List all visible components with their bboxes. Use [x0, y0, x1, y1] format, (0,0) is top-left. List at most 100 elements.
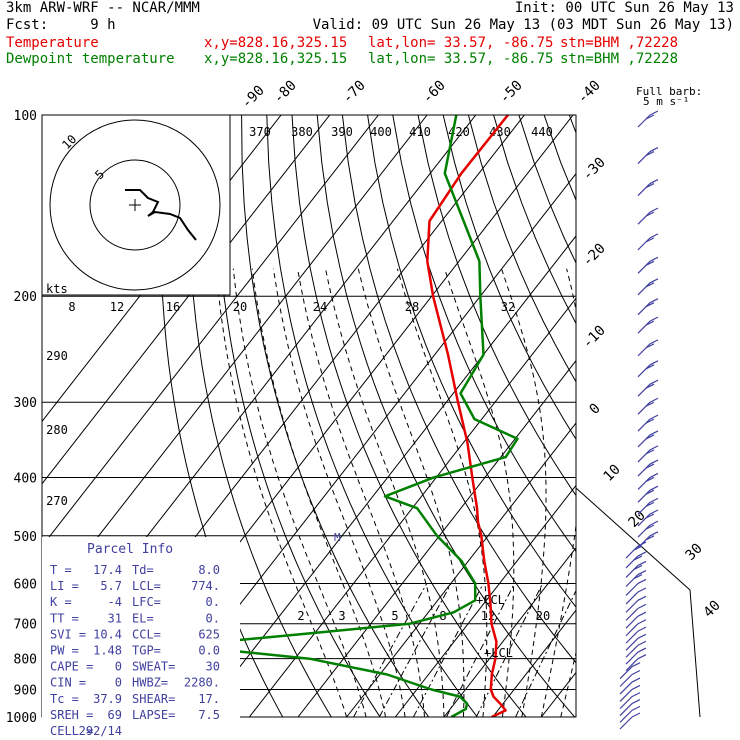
wind-barb	[637, 449, 651, 463]
parcel-key: LCL=	[132, 579, 161, 593]
wind-barb-flag	[633, 545, 643, 551]
wind-barb-flag	[649, 207, 659, 213]
dewpoint-latlon: lat,lon= 33.57, -86.75	[368, 51, 554, 67]
parcel-key: CELL =	[50, 724, 93, 738]
wind-barb	[637, 477, 651, 490]
theta-e-label: 390	[331, 125, 353, 139]
pressure-tick-label: 200	[14, 290, 37, 305]
dry-adiabat	[721, 115, 740, 717]
theta-e-label: 370	[249, 125, 271, 139]
low-mixing-ratio-label: 2	[297, 609, 304, 623]
pressure-tick-label: 800	[14, 653, 37, 668]
wind-barb-flag	[649, 459, 659, 465]
isotherm-line	[42, 115, 379, 547]
wind-barb-flag	[645, 343, 655, 349]
dewpoint-legend: Dewpoint temperature	[6, 51, 175, 67]
isotherm-line	[540, 671, 576, 717]
dry-adiabat	[266, 115, 478, 717]
parcel-key: SREH =	[50, 708, 93, 722]
wind-barb-flag	[637, 603, 647, 609]
wind-barb	[637, 401, 651, 415]
wind-barb	[619, 696, 633, 710]
parcel-value: 1.48	[93, 644, 122, 658]
wind-barb	[637, 463, 651, 477]
moist-adiabat	[325, 268, 445, 717]
wind-barb-flag	[645, 463, 655, 469]
isotherm-line	[200, 235, 576, 717]
wind-barb	[637, 364, 651, 378]
wind-barb	[625, 555, 639, 569]
wind-barb-flag	[645, 183, 655, 189]
dry-adiabat	[543, 115, 576, 202]
moist-adiabat	[501, 268, 547, 717]
wind-barb-flag	[649, 531, 659, 537]
wind-barb-flag	[645, 418, 655, 424]
wind-barb-flag	[649, 278, 659, 284]
wind-barb-flag	[637, 619, 647, 625]
pressure-tick-label: 300	[14, 396, 37, 411]
isotherm-label: -50	[497, 78, 526, 107]
parcel-value: 7.5	[198, 708, 220, 722]
wind-barb-flag	[645, 260, 655, 266]
parcel-value: 774.	[191, 579, 220, 593]
isotherm-label: -40	[575, 78, 604, 107]
wind-barb	[619, 666, 633, 680]
wind-barb	[637, 260, 651, 274]
pressure-tick-label: 100	[14, 109, 37, 124]
wind-barb-flag	[649, 397, 659, 403]
model-title: 3km ARW-WRF -- NCAR/MMM	[6, 0, 200, 16]
wind-barb-flag	[649, 316, 659, 322]
parcel-key: LAPSE=	[132, 708, 175, 722]
parcel-value: 0.	[206, 595, 220, 609]
wind-barb-flag	[631, 692, 641, 698]
wind-barb	[625, 545, 639, 559]
isotherm-line	[297, 359, 576, 717]
parcel-key: SVI =	[50, 627, 86, 641]
dry-adiabat	[417, 115, 576, 497]
wind-barb-flag	[649, 256, 659, 262]
dry-adiabat	[341, 115, 576, 664]
low-mixing-ratio-label: 20	[536, 609, 550, 623]
dry-adiabat	[392, 115, 576, 553]
dry-adiabat	[670, 115, 740, 717]
wind-barb-flag	[649, 360, 659, 366]
parcel-value: 10.4	[93, 627, 122, 641]
parcel-value: 5.7	[100, 579, 122, 593]
wind-barb	[625, 583, 639, 596]
dry-adiabat-label: 270	[46, 494, 68, 508]
wind-barb-flag	[633, 555, 643, 561]
wind-barb-flag	[649, 445, 659, 451]
parcel-value: 17.4	[93, 563, 122, 577]
isotherm-label: -30	[580, 155, 609, 184]
parcel-key: SWEAT=	[132, 660, 175, 674]
dewpoint-profile	[219, 115, 519, 717]
wind-barb	[625, 607, 639, 621]
hodograph-units: kts	[46, 282, 68, 296]
wind-barb-flag	[645, 434, 655, 440]
temperature-station: stn=BHM ,72228	[560, 35, 679, 51]
isotherm-line	[394, 484, 576, 717]
wind-barb-flag	[649, 430, 659, 436]
wind-barb-flag	[637, 587, 647, 593]
wind-barb-flag	[649, 147, 659, 153]
isotherm-label: -80	[271, 78, 300, 107]
dry-adiabat-label: 290	[46, 349, 68, 363]
wind-barb-flag	[631, 684, 641, 690]
low-mixing-ratio-label: 12	[481, 609, 495, 623]
wind-barb	[637, 513, 651, 527]
moist-adiabat	[540, 268, 576, 717]
dry-adiabat	[595, 115, 740, 717]
theta-e-label: 400	[370, 125, 392, 139]
parcel-info-box	[42, 537, 240, 727]
wind-barb-flag	[645, 282, 655, 288]
wind-barb-flag	[637, 541, 647, 547]
wind-barb-flag	[649, 179, 659, 185]
parcel-key: TT =	[50, 611, 79, 625]
parcel-key: T =	[50, 563, 72, 577]
parcel-key: CCL=	[132, 627, 161, 641]
mixing-ratio-label: 32	[501, 300, 515, 314]
wind-barb-flag	[649, 485, 659, 491]
parcel-info-title: Parcel Info	[87, 542, 173, 557]
wind-barb-flag	[649, 339, 659, 345]
parcel-value: 69	[108, 708, 122, 722]
